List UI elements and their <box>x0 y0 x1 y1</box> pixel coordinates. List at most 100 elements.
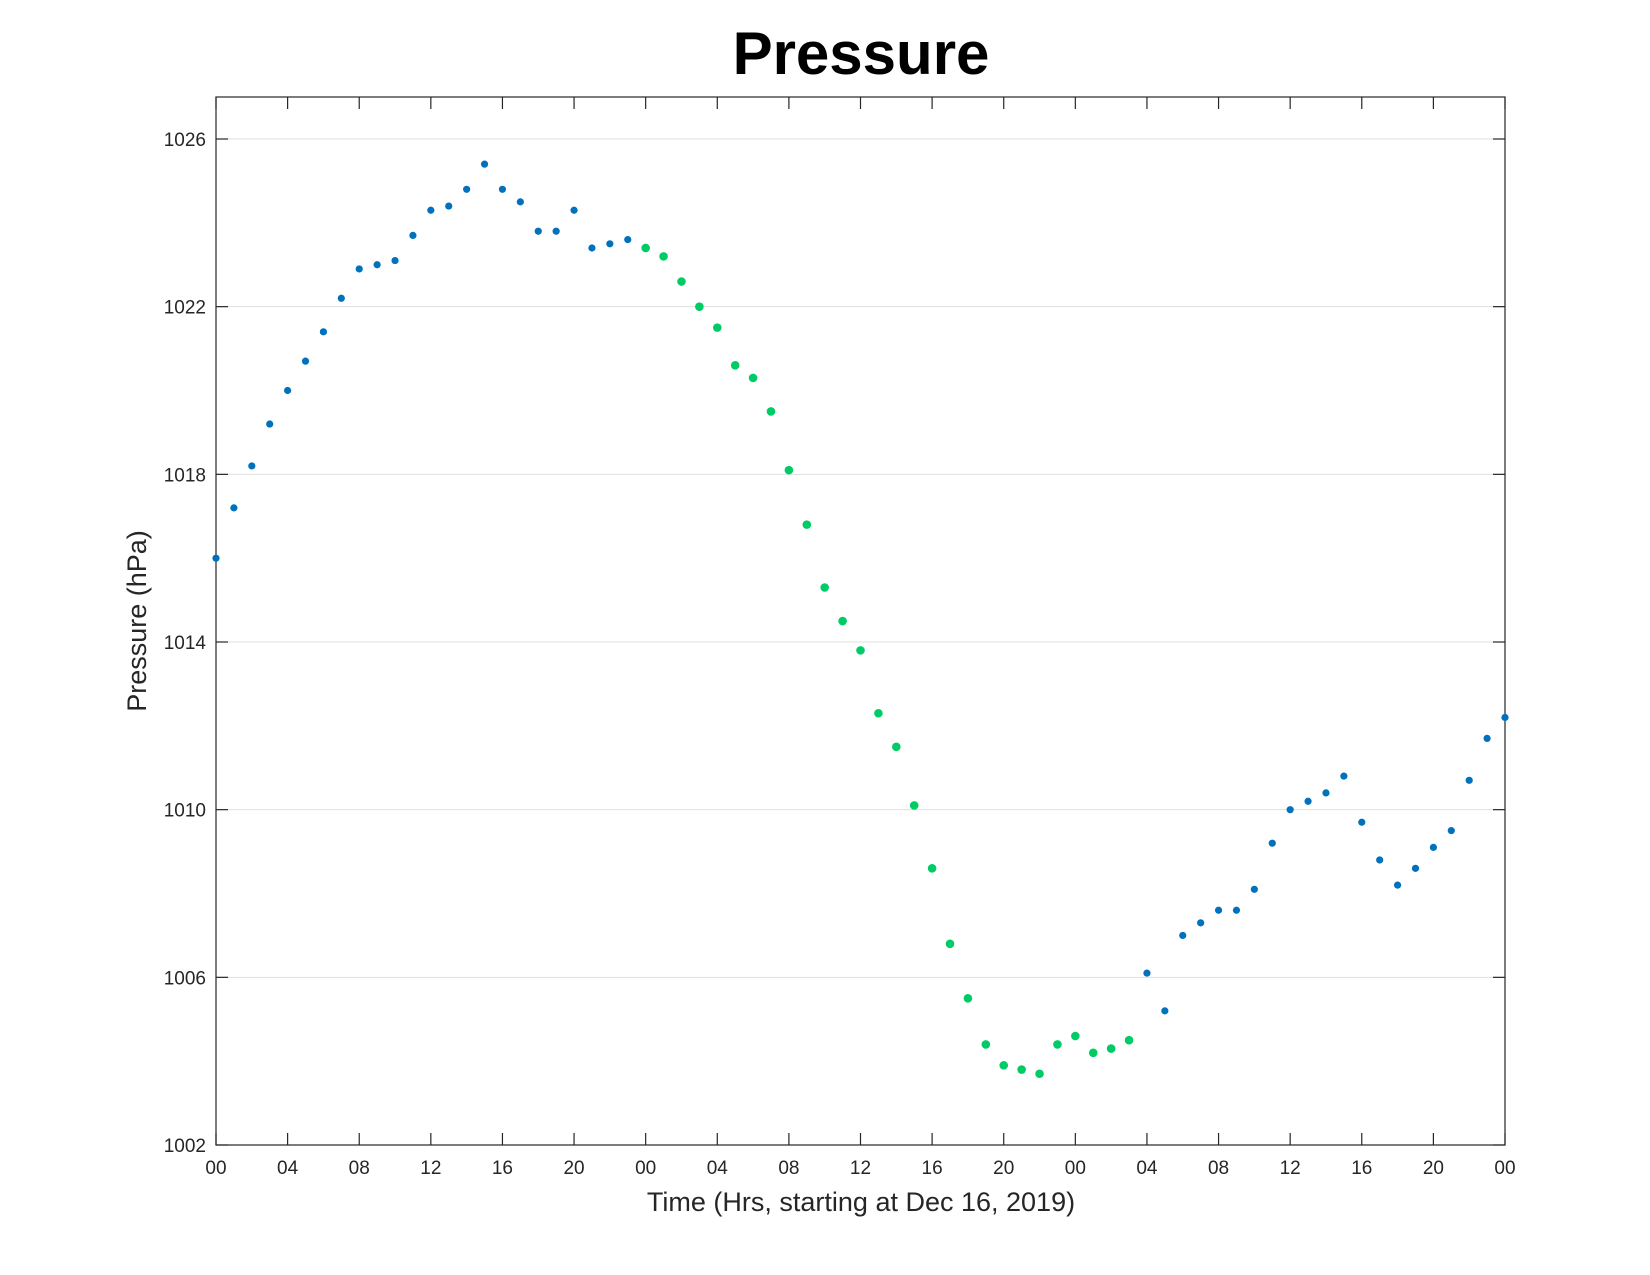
data-point <box>641 243 650 253</box>
data-point <box>1465 776 1473 784</box>
x-tick-label: 20 <box>993 1158 1014 1179</box>
data-point <box>712 323 722 332</box>
axis-ticks: 1002 1006 1010 1014 1018 1022 1026 00 04 08 12 16 20… <box>164 97 1516 1179</box>
data-point <box>498 185 507 193</box>
data-point <box>1161 1007 1169 1015</box>
data-point <box>570 206 578 214</box>
data-point <box>624 236 632 244</box>
y-tick-label: 1026 <box>164 130 206 151</box>
data-point <box>659 252 668 261</box>
chart-title: Pressure <box>733 20 990 87</box>
data-point <box>301 357 310 365</box>
data-point <box>409 231 417 240</box>
data-point <box>892 742 901 752</box>
data-point <box>730 361 740 370</box>
data-point <box>1447 827 1455 835</box>
data-point <box>784 465 794 475</box>
data-point <box>1232 906 1241 914</box>
y-tick-label: 1002 <box>164 1136 206 1157</box>
data-point <box>463 185 471 193</box>
x-tick-label: 00 <box>635 1158 656 1179</box>
data-points <box>212 160 1509 1079</box>
data-point <box>1088 1048 1098 1058</box>
data-point <box>1214 906 1223 914</box>
y-tick-label: 1010 <box>164 801 206 822</box>
data-point <box>1250 885 1258 893</box>
x-tick-label: 12 <box>850 1158 871 1179</box>
data-point <box>766 407 776 416</box>
x-tick-label: 04 <box>277 1158 299 1179</box>
data-point <box>606 240 614 248</box>
data-point <box>248 462 256 470</box>
data-point <box>427 206 435 214</box>
data-point <box>945 939 955 949</box>
data-point <box>212 554 220 562</box>
data-point <box>355 265 363 273</box>
y-tick-label: 1022 <box>164 298 206 319</box>
data-point <box>1035 1069 1044 1079</box>
data-point <box>266 420 274 428</box>
x-tick-label: 08 <box>778 1158 799 1179</box>
x-tick-label: 12 <box>1280 1158 1301 1179</box>
x-tick-label: 00 <box>1065 1158 1086 1179</box>
data-point <box>391 256 399 265</box>
data-point <box>588 244 596 252</box>
x-tick-label: 00 <box>205 1158 226 1179</box>
data-point <box>373 261 381 269</box>
data-point <box>1501 713 1509 722</box>
data-point <box>516 198 524 206</box>
data-point <box>1268 839 1276 847</box>
data-point <box>284 386 292 395</box>
x-axis-label: Time (Hrs, starting at Dec 16, 2019) <box>647 1187 1075 1217</box>
data-point <box>1322 789 1330 797</box>
data-point <box>677 277 686 286</box>
data-point <box>963 993 973 1003</box>
data-point <box>981 1040 991 1049</box>
x-tick-label: 04 <box>1136 1158 1158 1179</box>
y-tick-label: 1014 <box>164 633 207 654</box>
x-tick-label: 16 <box>1351 1158 1372 1179</box>
data-point <box>1393 881 1402 889</box>
data-point <box>802 520 812 529</box>
series-1 <box>212 160 1509 1015</box>
data-point <box>1071 1031 1080 1041</box>
series-2 <box>641 243 1134 1079</box>
data-point <box>1340 772 1348 780</box>
data-point <box>1429 843 1437 851</box>
data-point <box>838 616 847 626</box>
data-point <box>1053 1040 1062 1049</box>
y-tick-label: 1018 <box>164 465 206 486</box>
x-tick-label: 20 <box>563 1158 584 1179</box>
x-tick-label: 00 <box>1494 1158 1515 1179</box>
data-point <box>1106 1044 1116 1053</box>
x-tick-label: 04 <box>707 1158 729 1179</box>
data-point <box>1286 806 1294 814</box>
data-point <box>230 504 238 512</box>
data-point <box>445 202 453 210</box>
data-point <box>695 302 704 311</box>
data-point <box>820 583 829 592</box>
data-point <box>1358 818 1366 826</box>
x-tick-label: 12 <box>420 1158 441 1179</box>
data-point <box>319 328 328 336</box>
data-point <box>856 646 865 655</box>
data-point <box>552 227 560 235</box>
gridlines <box>216 138 1505 978</box>
data-point <box>337 294 345 302</box>
data-point <box>927 864 937 873</box>
x-tick-label: 16 <box>492 1158 513 1179</box>
data-point <box>999 1061 1009 1070</box>
data-point <box>480 160 489 168</box>
data-point <box>1143 969 1151 977</box>
x-tick-label: 08 <box>349 1158 370 1179</box>
x-tick-label: 08 <box>1208 1158 1229 1179</box>
y-axis-label: Pressure (hPa) <box>122 530 152 712</box>
data-point <box>1197 919 1205 927</box>
data-point <box>1304 797 1312 805</box>
plot-area-frame <box>215 96 1506 1146</box>
data-point <box>1483 734 1491 743</box>
data-point <box>1376 856 1384 864</box>
data-point <box>748 373 758 383</box>
x-tick-label: 20 <box>1423 1158 1444 1179</box>
